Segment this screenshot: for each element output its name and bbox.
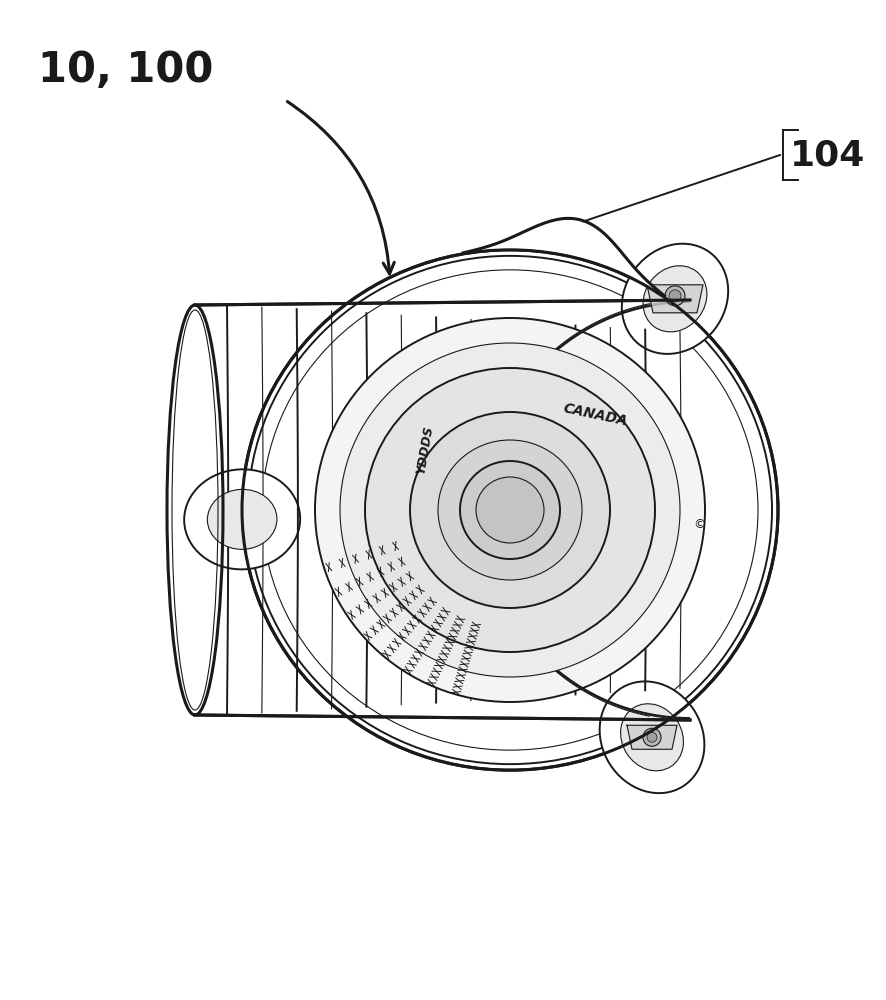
Ellipse shape (207, 489, 276, 549)
Ellipse shape (460, 461, 559, 559)
Text: 104: 104 (789, 138, 865, 172)
Ellipse shape (668, 290, 680, 302)
Ellipse shape (476, 477, 543, 543)
Ellipse shape (642, 266, 706, 332)
Ellipse shape (438, 440, 581, 580)
Polygon shape (626, 725, 676, 749)
Ellipse shape (315, 318, 704, 702)
Ellipse shape (642, 728, 660, 746)
Ellipse shape (646, 732, 657, 742)
Ellipse shape (621, 244, 727, 354)
Ellipse shape (620, 704, 683, 771)
Text: ©: © (693, 518, 705, 532)
Ellipse shape (409, 412, 610, 608)
Ellipse shape (664, 286, 684, 306)
Ellipse shape (599, 681, 703, 793)
Ellipse shape (184, 469, 299, 569)
Polygon shape (646, 285, 703, 313)
Polygon shape (462, 218, 664, 297)
Text: YDDDS: YDDDS (414, 425, 435, 475)
Polygon shape (195, 300, 689, 720)
Ellipse shape (364, 368, 654, 652)
Text: CANADA: CANADA (561, 401, 628, 429)
Ellipse shape (163, 301, 227, 719)
Text: 10, 100: 10, 100 (38, 49, 214, 91)
Ellipse shape (240, 248, 779, 772)
Ellipse shape (339, 343, 680, 677)
